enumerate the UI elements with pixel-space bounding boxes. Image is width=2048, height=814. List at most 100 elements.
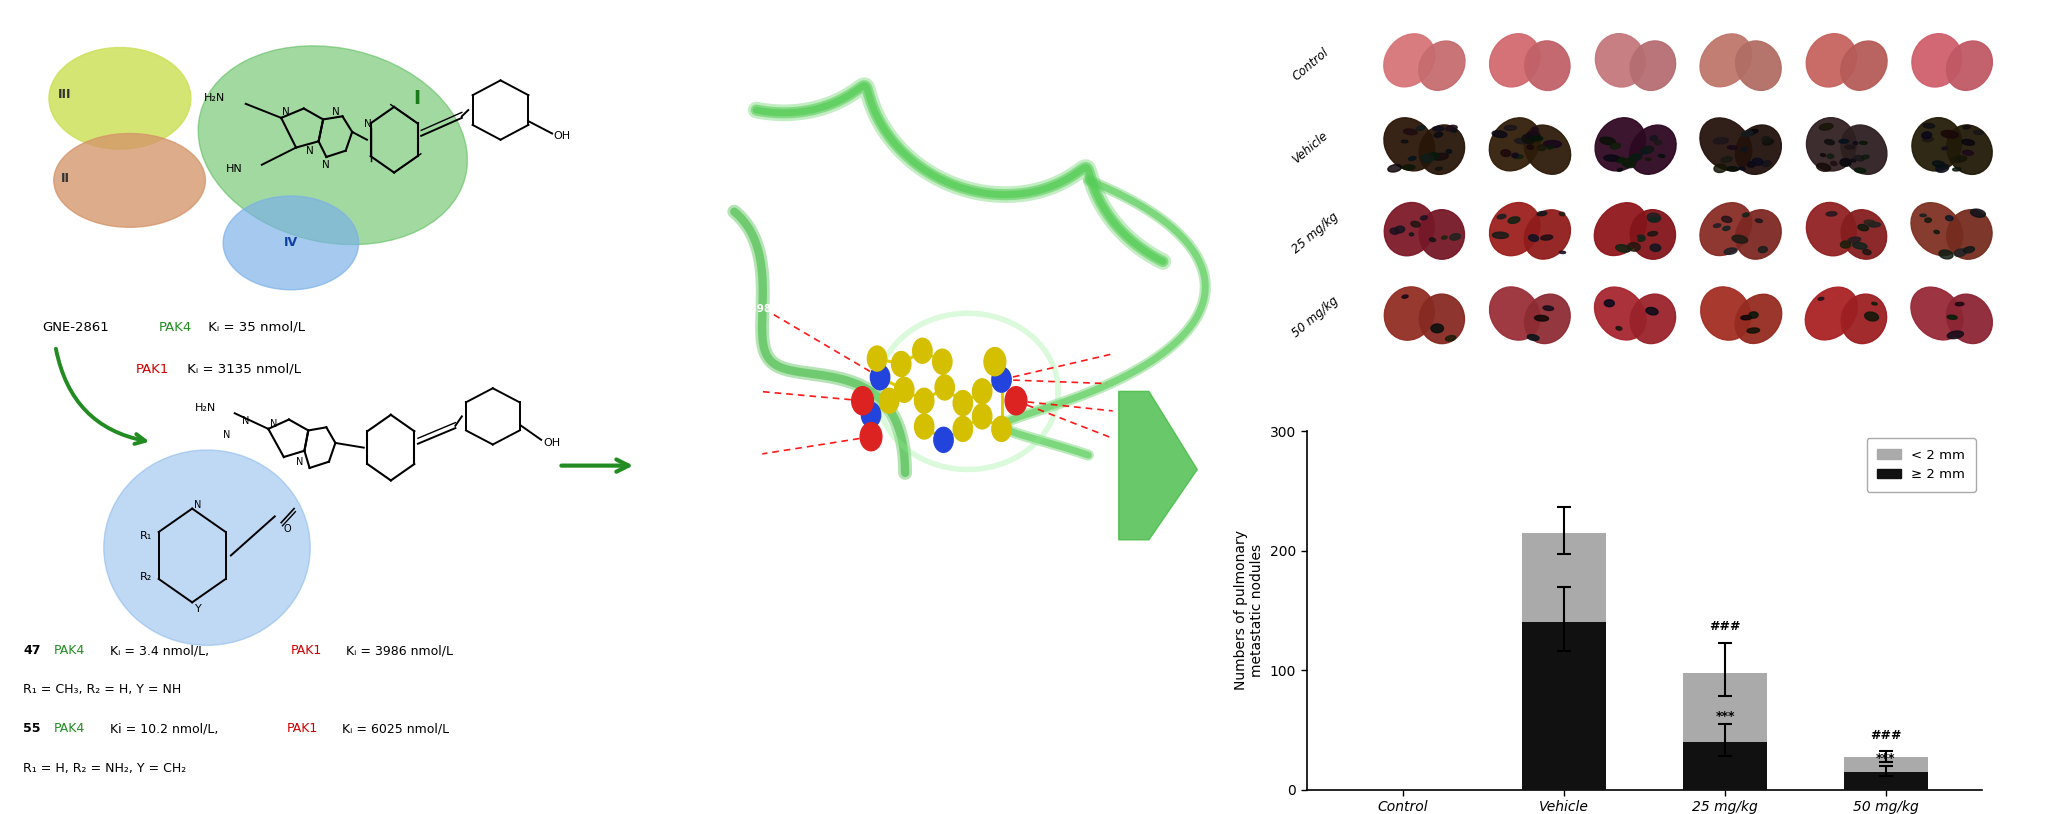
Circle shape bbox=[862, 402, 881, 427]
Ellipse shape bbox=[1432, 153, 1448, 160]
Ellipse shape bbox=[1923, 138, 1933, 142]
Ellipse shape bbox=[1436, 167, 1442, 170]
Ellipse shape bbox=[1649, 231, 1657, 236]
Ellipse shape bbox=[1847, 237, 1862, 243]
Text: PAK1: PAK1 bbox=[135, 363, 170, 376]
Ellipse shape bbox=[1853, 142, 1858, 145]
Ellipse shape bbox=[1841, 125, 1886, 174]
Ellipse shape bbox=[1507, 217, 1520, 223]
Ellipse shape bbox=[1401, 140, 1409, 143]
Ellipse shape bbox=[1864, 250, 1872, 255]
Ellipse shape bbox=[1647, 213, 1661, 222]
Ellipse shape bbox=[1419, 125, 1464, 174]
Circle shape bbox=[983, 348, 1006, 376]
Circle shape bbox=[879, 388, 899, 414]
Ellipse shape bbox=[1616, 326, 1622, 330]
Ellipse shape bbox=[1489, 33, 1540, 87]
Ellipse shape bbox=[1763, 139, 1774, 145]
Ellipse shape bbox=[1489, 203, 1540, 256]
Ellipse shape bbox=[1528, 132, 1540, 140]
Ellipse shape bbox=[1817, 164, 1831, 171]
Ellipse shape bbox=[1950, 133, 1960, 137]
Text: ###: ### bbox=[1870, 729, 1903, 742]
Ellipse shape bbox=[1755, 219, 1763, 222]
Ellipse shape bbox=[1700, 34, 1751, 87]
Bar bbox=[1522, 533, 1606, 623]
Ellipse shape bbox=[1659, 155, 1665, 157]
Ellipse shape bbox=[1655, 140, 1661, 145]
Ellipse shape bbox=[1827, 212, 1837, 216]
Text: N: N bbox=[195, 501, 201, 510]
Circle shape bbox=[952, 417, 973, 441]
Text: GLU-396: GLU-396 bbox=[748, 152, 797, 162]
Circle shape bbox=[934, 427, 952, 453]
Text: III: III bbox=[57, 88, 72, 101]
Ellipse shape bbox=[1726, 167, 1739, 171]
Text: Ki = 10.2 nmol/L,: Ki = 10.2 nmol/L, bbox=[106, 723, 221, 736]
Ellipse shape bbox=[1722, 217, 1733, 222]
Ellipse shape bbox=[1630, 41, 1675, 90]
Ellipse shape bbox=[1419, 210, 1464, 259]
Text: N: N bbox=[223, 430, 229, 440]
Ellipse shape bbox=[1630, 210, 1675, 259]
Circle shape bbox=[915, 414, 934, 439]
Bar bbox=[1843, 757, 1927, 772]
Ellipse shape bbox=[1530, 136, 1542, 141]
Ellipse shape bbox=[1384, 203, 1434, 256]
Ellipse shape bbox=[1391, 228, 1399, 234]
Ellipse shape bbox=[1942, 130, 1958, 138]
Ellipse shape bbox=[1962, 139, 1974, 145]
Bar bbox=[1843, 772, 1927, 790]
Ellipse shape bbox=[1595, 287, 1647, 340]
Text: 25 mg/kg: 25 mg/kg bbox=[1290, 210, 1341, 256]
Text: OH: OH bbox=[553, 131, 571, 141]
Circle shape bbox=[991, 417, 1012, 441]
Ellipse shape bbox=[1516, 138, 1528, 144]
Ellipse shape bbox=[1384, 34, 1436, 87]
Ellipse shape bbox=[1862, 155, 1870, 159]
Text: IV: IV bbox=[285, 236, 297, 249]
Text: PAK4: PAK4 bbox=[53, 645, 86, 658]
Circle shape bbox=[870, 365, 889, 390]
Circle shape bbox=[1006, 387, 1026, 415]
Text: ASP-444: ASP-444 bbox=[870, 575, 920, 585]
Text: H₂N: H₂N bbox=[195, 403, 215, 413]
Ellipse shape bbox=[1524, 294, 1571, 344]
Text: GNE-2861: GNE-2861 bbox=[43, 321, 109, 334]
Ellipse shape bbox=[1761, 137, 1769, 142]
Ellipse shape bbox=[1939, 250, 1954, 259]
Ellipse shape bbox=[1493, 131, 1507, 138]
Ellipse shape bbox=[1542, 306, 1554, 310]
Ellipse shape bbox=[1442, 236, 1448, 239]
Ellipse shape bbox=[1493, 232, 1509, 239]
Ellipse shape bbox=[1618, 168, 1622, 171]
Ellipse shape bbox=[1913, 33, 1962, 87]
Ellipse shape bbox=[1962, 151, 1974, 155]
Ellipse shape bbox=[1522, 134, 1536, 143]
Ellipse shape bbox=[1872, 303, 1878, 305]
Text: PAK1: PAK1 bbox=[291, 645, 322, 658]
Ellipse shape bbox=[1749, 129, 1757, 133]
Ellipse shape bbox=[1630, 294, 1675, 344]
Ellipse shape bbox=[1432, 324, 1444, 333]
Ellipse shape bbox=[104, 450, 309, 646]
Ellipse shape bbox=[1511, 153, 1518, 158]
Ellipse shape bbox=[1860, 142, 1868, 144]
Ellipse shape bbox=[1841, 210, 1886, 259]
Text: PAK4: PAK4 bbox=[53, 723, 86, 736]
Text: R₁: R₁ bbox=[139, 531, 152, 541]
Text: Vehicle: Vehicle bbox=[1290, 129, 1331, 167]
Text: II: II bbox=[61, 172, 70, 185]
Ellipse shape bbox=[1841, 41, 1886, 90]
Text: PAK4: PAK4 bbox=[158, 321, 193, 334]
Ellipse shape bbox=[1616, 157, 1624, 163]
Circle shape bbox=[891, 352, 911, 377]
Ellipse shape bbox=[1604, 300, 1614, 307]
Bar bbox=[1522, 623, 1606, 790]
Ellipse shape bbox=[1819, 297, 1825, 300]
Ellipse shape bbox=[1864, 220, 1876, 225]
Ellipse shape bbox=[1526, 136, 1534, 139]
Ellipse shape bbox=[1642, 151, 1647, 154]
Text: GLU-366: GLU-366 bbox=[1042, 316, 1092, 326]
Ellipse shape bbox=[1384, 287, 1434, 340]
